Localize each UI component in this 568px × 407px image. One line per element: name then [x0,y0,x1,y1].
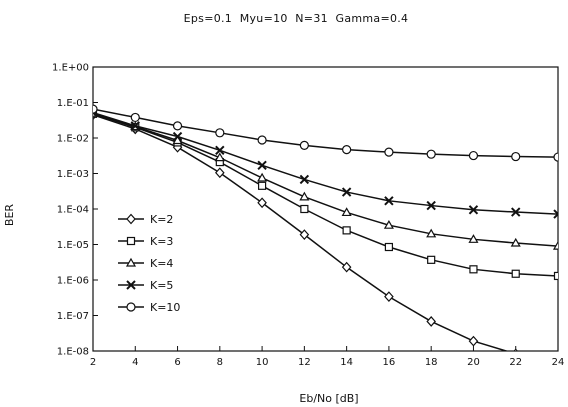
data-point [384,291,394,303]
y-tick-label: 1.E-03 [57,169,89,180]
x-tick-label: 16 [383,357,396,368]
data-point [426,149,436,159]
data-point [93,104,98,114]
series-line [93,113,558,277]
series-k-4 [93,107,558,250]
data-point [299,191,310,201]
data-point [468,205,479,215]
legend-label: K=3 [150,235,173,248]
series-line [93,108,558,158]
y-tick-label: 1.E-07 [57,311,89,322]
x-tick-label: 2 [90,357,96,368]
x-tick-label: 12 [298,357,311,368]
y-tick-label: 1.E-05 [57,240,89,251]
x-tick-label: 24 [552,357,565,368]
x-tick-label: 22 [509,357,522,368]
data-point [426,200,436,211]
data-point [215,128,225,138]
series-k-5 [93,107,558,219]
x-tick-label: 6 [174,357,180,368]
data-point [468,234,479,243]
data-point [553,209,558,219]
legend-label: K=2 [150,213,173,226]
data-point [427,255,436,264]
data-point [468,335,479,347]
data-point [172,121,183,131]
legend-label: K=4 [150,257,173,270]
y-tick-label: 1.E-08 [57,347,89,358]
y-tick-label: 1.E-02 [57,134,89,145]
data-point [513,348,518,351]
x-tick-label: 20 [467,357,480,368]
data-point [299,229,310,241]
chart-title: Eps=0.1 Myu=10 N=31 Gamma=0.4 [184,12,409,25]
data-point [299,140,309,150]
y-tick-label: 1.E-04 [57,205,89,216]
y-axis-title: BER [3,204,16,226]
data-point [341,261,352,273]
legend: K=2 K=3 K=4 K=5 K=10 [118,213,180,314]
data-point [299,174,310,185]
legend-label: K=5 [150,279,173,292]
legend-marker [125,257,137,267]
data-point [300,204,309,214]
data-point [553,271,558,281]
data-point [511,207,521,217]
x-tick-label: 14 [340,357,353,368]
data-point [511,151,521,162]
data-point [342,145,352,155]
data-point [426,316,436,327]
legend-marker [126,213,136,225]
data-point [257,181,267,190]
data-point [510,237,521,247]
x-tick-label: 4 [132,357,138,368]
plot-area: 1.E+00 1.E-01 1.E-02 1.E-03 1.E-04 1.E-05 1.E-… [52,63,564,369]
legend-marker [126,280,136,290]
data-point [553,152,558,162]
y-tick-label: 1.E+00 [52,63,89,74]
data-point [341,187,352,197]
data-point [511,269,520,278]
legend-marker [126,302,136,312]
data-point [215,145,225,156]
data-point [257,197,267,209]
legend-label: K=10 [150,301,180,314]
series-line [93,111,558,215]
data-point [384,242,394,252]
data-point [383,219,394,229]
data-point [257,172,268,182]
y-tick-label: 1.E-06 [57,276,89,287]
data-point [215,167,225,179]
data-point [172,131,183,142]
data-point [130,112,140,123]
data-point [384,196,394,206]
x-tick-label: 18 [425,357,438,368]
y-tick-label: 1.E-01 [57,98,89,109]
data-point [426,228,437,238]
series-k-3 [93,109,558,281]
x-tick-label: 10 [256,357,269,368]
data-point [342,226,351,235]
data-point [172,135,183,145]
series-k-10 [93,104,558,162]
series-line [93,112,558,247]
data-point [257,135,267,145]
data-point [257,160,267,171]
x-tick-label: 8 [217,357,223,368]
data-point [130,121,140,131]
data-point [214,152,225,162]
legend-marker [126,236,136,246]
data-point [341,207,352,217]
data-point [384,147,394,157]
x-axis-title: Eb/No [dB] [299,392,358,405]
data-point [469,265,478,274]
data-point [552,240,558,250]
data-point [468,150,479,161]
